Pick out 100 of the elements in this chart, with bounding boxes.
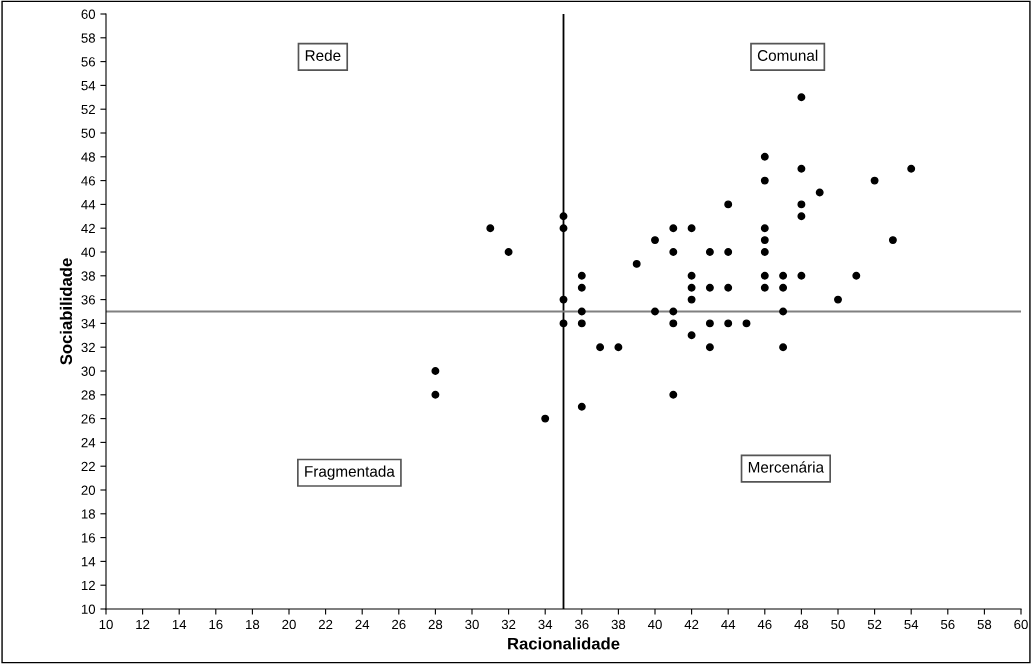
point [888,236,897,245]
y-tick-label: 12 [81,580,95,590]
x-tick-label: 46 [757,619,772,630]
point [687,295,696,304]
point [705,343,714,352]
point [724,319,733,328]
y-tick-label: 26 [81,414,95,424]
y-tick-label: 46 [81,176,95,186]
y-tick-label: 52 [81,104,95,115]
y-tick-label: 38 [81,271,96,281]
point [431,390,440,399]
y-tick-label: 20 [81,485,96,495]
x-tick-label: 30 [465,619,479,630]
y-axis-title: Sociabilidade [59,258,73,365]
x-tick-label: 54 [904,619,919,630]
x-tick-label: 50 [831,619,845,630]
point [541,414,550,423]
x-tick-label: 28 [428,619,443,630]
point [705,319,714,328]
point [760,283,769,292]
point [779,271,788,280]
point [651,307,659,316]
x-tick-label: 26 [392,619,406,630]
point [669,390,678,399]
point [559,319,568,328]
point [504,248,513,256]
point [724,200,733,209]
y-tick-label: 34 [81,318,96,329]
point [779,307,788,316]
x-tick-label: 38 [611,619,626,630]
x-tick-label: 56 [940,619,955,630]
point [797,200,806,209]
point [907,164,916,173]
annotation: Comunal [757,49,818,61]
point [669,224,678,233]
x-tick-label: 60 [1014,619,1028,630]
y-tick-label: 44 [81,200,96,210]
point [687,283,696,292]
y-tick-label: 14 [81,557,96,567]
y-tick-label: 50 [81,128,96,138]
point [431,367,440,375]
x-tick-label: 16 [209,619,223,630]
y-tick-label: 42 [81,223,95,233]
x-tick-label: 34 [538,619,553,630]
y-tick-label: 22 [81,461,95,471]
point [705,283,714,292]
point [852,271,861,280]
point [577,283,586,292]
y-tick-label: 58 [81,33,96,43]
x-tick-label: 18 [246,619,260,630]
point [834,295,842,304]
x-tick-label: 42 [684,619,699,629]
point [577,319,586,328]
x-tick-label: 40 [647,619,662,630]
point [797,212,806,221]
y-tick-label: 40 [81,247,96,257]
point [577,271,586,280]
y-tick-label: 56 [81,57,95,67]
x-tick-label: 32 [501,619,516,630]
x-tick-label: 20 [282,619,296,630]
x-tick-label: 22 [318,619,333,629]
point [669,248,678,256]
point [632,259,641,268]
x-axis-title: Racionalidade [508,637,620,650]
point [486,224,495,233]
y-tick-label: 18 [81,509,96,519]
y-tick-label: 48 [81,152,96,162]
y-tick-label: 30 [81,366,96,376]
x-tick-label: 36 [574,619,589,630]
x-tick-label: 52 [867,619,882,630]
point [797,164,806,173]
point [687,224,696,233]
point [669,307,678,316]
annotation: Fragmentada [305,465,395,480]
point [559,224,568,233]
point [724,283,733,292]
y-tick-label: 60 [81,9,96,19]
point [559,295,568,304]
point [577,402,586,411]
point [724,248,733,256]
point [614,343,623,352]
point [742,319,751,328]
y-tick-label: 28 [81,390,96,400]
point [760,271,769,280]
point [559,212,568,221]
point [760,236,769,245]
y-tick-label: 10 [81,604,96,614]
point [779,283,788,292]
x-tick-label: 48 [794,619,809,630]
point [870,176,879,185]
point [687,271,696,280]
point [779,343,788,352]
point [651,236,659,245]
point [760,176,769,185]
point [705,248,714,256]
x-tick-label: 44 [721,619,736,629]
x-tick-label: 12 [136,619,150,629]
annotation: Rede [305,49,341,61]
point [577,307,586,316]
x-tick-label: 58 [977,619,992,630]
